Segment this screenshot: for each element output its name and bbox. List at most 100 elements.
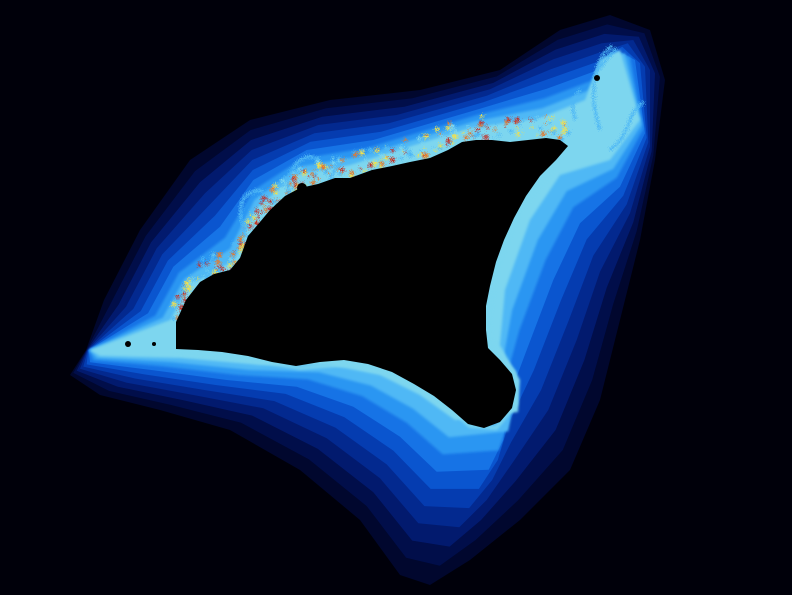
filament-dot	[372, 161, 378, 167]
filament-dot	[327, 173, 330, 175]
filament-dot	[429, 147, 432, 150]
filament-dot	[460, 135, 464, 139]
filament-dot	[235, 255, 241, 260]
filament-dot	[238, 237, 243, 242]
filament-dot	[374, 148, 380, 153]
filament-dot	[496, 126, 501, 131]
filament-dot	[201, 257, 205, 261]
tendril	[609, 100, 645, 152]
filament-dot	[439, 143, 442, 146]
filament-dot	[540, 118, 543, 121]
filament-dot	[461, 131, 464, 134]
filament-dot	[310, 180, 316, 186]
filament-dot	[263, 204, 266, 207]
filament-dot	[186, 290, 189, 292]
filament-dot	[317, 177, 320, 180]
filament-dot	[182, 291, 186, 296]
filament-dot	[362, 169, 366, 173]
filament-dot	[317, 164, 322, 169]
filament-dot	[280, 178, 285, 183]
filament-dot	[244, 234, 248, 237]
minibrot	[125, 341, 131, 347]
minibrot	[152, 342, 156, 346]
filament-dot	[359, 150, 365, 156]
filament-dot	[446, 137, 451, 143]
filament-dot	[216, 267, 222, 273]
filament-dot	[438, 143, 443, 148]
rim-glow	[175, 168, 554, 430]
filament-dot	[313, 168, 316, 171]
filament-dot	[171, 316, 176, 321]
filament-dot	[422, 153, 426, 156]
tendril	[594, 47, 618, 73]
filament-dot	[398, 144, 402, 148]
minibrot	[297, 183, 307, 193]
filament-dot	[338, 176, 341, 178]
filament-dot	[544, 115, 546, 118]
filament-dot	[283, 176, 288, 181]
fractal-minibrots	[125, 75, 600, 347]
filament-dot	[540, 131, 546, 137]
filament-dot	[455, 135, 459, 139]
filament-dot	[273, 191, 278, 195]
filament-dot	[308, 176, 312, 181]
filament-dot	[367, 148, 373, 153]
filament-dot	[451, 141, 455, 145]
filament-dot	[504, 120, 509, 125]
filament-dot	[447, 121, 451, 126]
tendril	[239, 189, 265, 233]
filament-dot	[298, 167, 302, 172]
filament-dot	[338, 171, 343, 176]
filament-dot	[183, 284, 186, 287]
filament-dot	[254, 208, 257, 211]
tendril	[571, 89, 582, 121]
filament-dot	[241, 236, 244, 238]
filament-dot	[290, 187, 294, 191]
filament-dot	[522, 131, 524, 134]
filament-dot	[493, 132, 499, 138]
filament-dot	[359, 167, 362, 170]
filament-dot	[466, 125, 470, 129]
filament-dot	[522, 126, 527, 131]
filament-dot	[240, 243, 244, 248]
filament-dot	[246, 228, 251, 233]
filament-dot	[469, 128, 472, 131]
filament-dot	[493, 128, 497, 132]
filament-dot	[424, 147, 426, 150]
filament-dot	[269, 187, 275, 193]
filament-dot	[202, 270, 205, 273]
filament-dot	[412, 154, 414, 157]
filament-dot	[420, 149, 423, 152]
filament-dot	[245, 219, 250, 224]
filament-dot	[483, 134, 489, 140]
filament-dot	[259, 201, 263, 205]
filament-dot	[384, 156, 388, 160]
filament-dot	[340, 167, 345, 173]
filament-dot	[216, 252, 222, 258]
filament-dot	[445, 125, 450, 131]
filament-dot	[481, 123, 485, 126]
filament-dot	[475, 128, 480, 132]
filament-dot	[232, 241, 237, 246]
filament-dot	[200, 263, 206, 268]
filament-dot	[229, 257, 234, 262]
filament-dot	[401, 150, 404, 153]
filament-dot	[391, 148, 395, 153]
filament-dot	[292, 171, 296, 175]
filament-dot	[313, 175, 316, 178]
filament-dot	[315, 160, 319, 164]
filament-dot	[280, 186, 285, 192]
filament-dot	[504, 125, 506, 128]
filament-dot	[379, 165, 383, 168]
filament-dot	[383, 145, 389, 151]
filament-dot	[528, 119, 532, 122]
filament-dot	[268, 199, 273, 204]
filament-dot	[202, 274, 204, 277]
filament-dot	[390, 157, 396, 163]
filament-dot	[475, 131, 481, 137]
filament-dot	[521, 119, 524, 122]
filament-dot	[432, 146, 435, 149]
filament-dot	[191, 277, 195, 281]
